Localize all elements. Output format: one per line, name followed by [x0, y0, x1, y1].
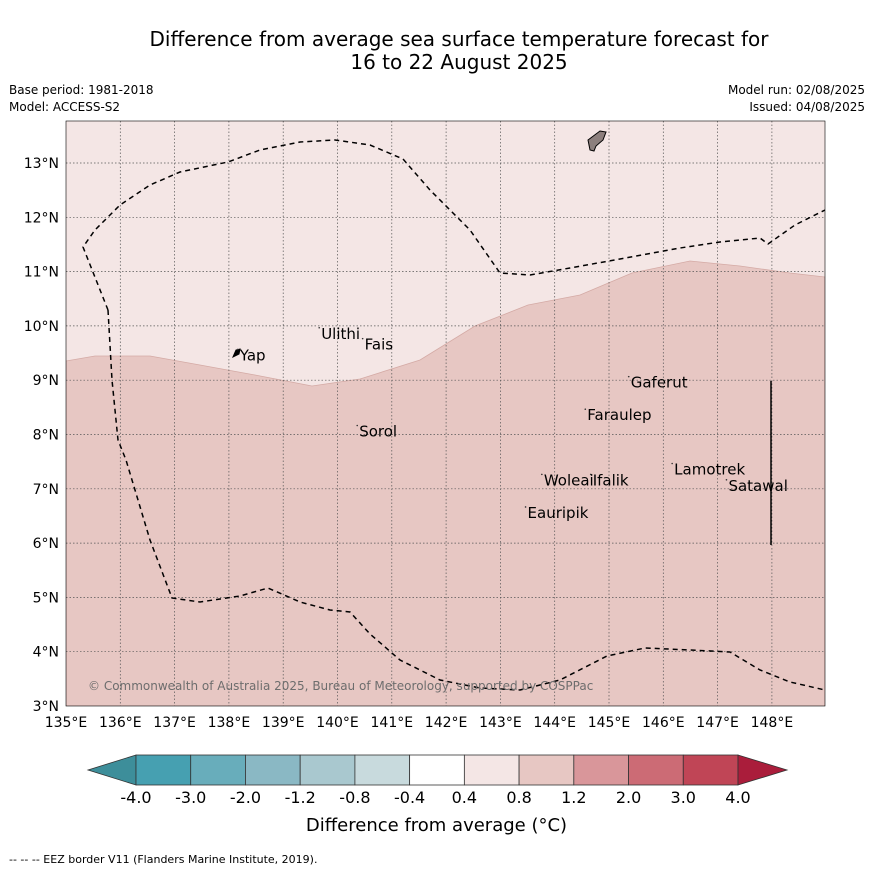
- model-run: Model run: 02/08/2025: [727, 83, 865, 97]
- island-dot: [524, 506, 527, 508]
- island-dot: [361, 337, 364, 340]
- lat-tick-label: 13°N: [24, 156, 59, 172]
- lon-tick-label: 140°E: [316, 715, 359, 731]
- island-dot: [725, 479, 728, 481]
- island-dot: [356, 424, 359, 427]
- lat-tick-label: 11°N: [24, 265, 59, 281]
- lon-tick-label: 135°E: [45, 715, 88, 731]
- lat-tick-label: 4°N: [33, 645, 59, 661]
- lon-tick-label: 147°E: [696, 715, 739, 731]
- title-line-1: Difference from average sea surface temp…: [149, 27, 769, 51]
- island-dot: [541, 473, 543, 476]
- model-name: Model: ACCESS-S2: [9, 100, 121, 114]
- colorbar-swatch: [190, 754, 246, 786]
- colorbar-title: Difference from average (°C): [305, 815, 568, 836]
- colorbar-swatch: [409, 754, 465, 786]
- colorbar-swatch: [518, 754, 575, 786]
- map-frame: [65, 120, 826, 707]
- eez-border: [82, 139, 825, 311]
- colorbar-tick-label: -3.0: [175, 788, 206, 807]
- island-dot: [236, 348, 239, 351]
- lon-tick-label: 145°E: [588, 715, 631, 731]
- eez-border-west: [107, 309, 825, 691]
- copyright-text: © Commonwealth of Australia 2025, Bureau…: [88, 679, 593, 693]
- lon-tick-label: 144°E: [533, 715, 576, 731]
- colorbar-arrow-high: [737, 754, 789, 786]
- colorbar-tick-label: 1.2: [561, 788, 586, 807]
- eez-footnote: -- -- -- EEZ border V11 (Flanders Marine…: [9, 853, 318, 866]
- chart-title: Difference from average sea surface temp…: [45, 28, 873, 74]
- lat-tick-label: 9°N: [33, 373, 59, 389]
- lon-tick-label: 148°E: [751, 715, 794, 731]
- colorbar-swatch: [135, 754, 192, 786]
- lon-tick-label: 142°E: [425, 715, 468, 731]
- axis-labels: 135°E 136°E 137°E 138°E 139°E 140°E 141°E 142°E…: [24, 156, 793, 731]
- colorbar-swatch: [245, 754, 301, 786]
- meta-left: Base period: 1981-2018 Model: ACCESS-S2: [9, 82, 154, 116]
- lat-tick-label: 5°N: [33, 590, 59, 606]
- island-dot: [627, 375, 630, 378]
- colorbar-tick-label: -0.4: [394, 788, 425, 807]
- colorbar-swatch: [682, 754, 739, 786]
- yap-island: [232, 348, 241, 359]
- guam-island: [587, 130, 607, 152]
- colorbar-swatch: [628, 754, 684, 786]
- colorbar-arrow-low: [86, 754, 137, 786]
- place-labels: Yap Ulithi Fais Sorol Gaferut Faraulep WoleaiI…: [236, 325, 788, 522]
- colorbar-tick-label: 2.0: [616, 788, 641, 807]
- lon-tick-label: 137°E: [153, 715, 196, 731]
- lon-tick-label: 143°E: [479, 715, 522, 731]
- title-line-2: 16 to 22 August 2025: [350, 50, 568, 74]
- lat-tick-label: 8°N: [33, 428, 59, 444]
- colorbar-swatch: [299, 754, 356, 786]
- island-dot: [318, 326, 321, 329]
- island-dot: [589, 473, 592, 476]
- place-label: Gaferut: [631, 374, 688, 392]
- place-label: Eauripik: [528, 504, 589, 522]
- base-period: Base period: 1981-2018: [9, 83, 154, 97]
- lat-tick-label: 7°N: [33, 482, 59, 498]
- place-label: Woleai: [544, 471, 594, 489]
- map-panel: Yap Ulithi Fais Sorol Gaferut Faraulep WoleaiI…: [66, 121, 825, 706]
- lat-tick-label: 12°N: [24, 210, 59, 226]
- colorbar-tick-label: 0.4: [452, 788, 477, 807]
- colorbar: -4.0 -3.0 -2.0 -1.2 -0.8 -0.4 0.4 0.8 1.2 2.0 3.0 4…: [86, 754, 789, 807]
- place-label: Ulithi: [321, 325, 360, 343]
- colorbar-tick-label: 4.0: [725, 788, 750, 807]
- colorbar-tick-label: -0.8: [339, 788, 370, 807]
- island-dot: [671, 462, 673, 465]
- place-label: Sorol: [359, 423, 397, 441]
- colorbar-tick-label: -1.2: [285, 788, 316, 807]
- colorbar-tick-label: 0.8: [506, 788, 531, 807]
- anomaly-zone-warm: [66, 260, 825, 706]
- lon-tick-label: 136°E: [99, 715, 142, 731]
- colorbar-swatch: [463, 754, 520, 786]
- place-label: Ifalik: [593, 471, 629, 489]
- colorbar-tick-label: 3.0: [671, 788, 696, 807]
- lon-tick-label: 139°E: [262, 715, 305, 731]
- lon-tick-label: 141°E: [371, 715, 414, 731]
- place-label: Lamotrek: [674, 461, 745, 479]
- place-label: Satawal: [728, 477, 787, 495]
- island-dot: [584, 408, 587, 411]
- place-label: Fais: [365, 336, 394, 354]
- lat-tick-label: 3°N: [33, 699, 59, 715]
- lat-tick-label: 6°N: [33, 536, 59, 552]
- colorbar-swatch: [573, 754, 629, 786]
- lon-tick-label: 138°E: [208, 715, 251, 731]
- lat-tick-label: 10°N: [24, 319, 59, 335]
- place-label: Faraulep: [587, 406, 651, 424]
- colorbar-tick-label: -4.0: [120, 788, 151, 807]
- place-label: Yap: [239, 346, 266, 364]
- lon-tick-label: 146°E: [642, 715, 685, 731]
- issued-date: Issued: 04/08/2025: [749, 100, 865, 114]
- graticule: [66, 121, 825, 706]
- colorbar-swatch: [354, 754, 411, 786]
- meta-right: Model run: 02/08/2025 Issued: 04/08/2025: [728, 82, 865, 116]
- colorbar-tick-label: -2.0: [230, 788, 261, 807]
